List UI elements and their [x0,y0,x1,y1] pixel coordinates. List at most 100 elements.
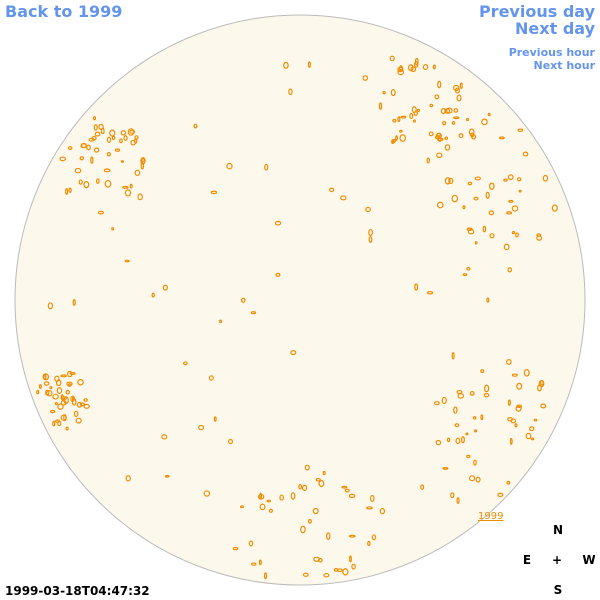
contour [59,156,66,162]
contour [481,118,488,126]
contour [511,231,516,235]
contour [379,507,386,515]
contour [389,55,395,62]
contour [114,148,121,152]
contour [507,174,514,181]
contour [511,373,518,377]
contour [100,127,105,135]
contour [57,403,64,410]
contour [88,137,95,142]
contour [65,187,69,195]
contour [414,61,419,68]
contour [134,169,141,176]
contour [344,488,350,493]
contour [467,228,475,235]
contour [537,384,542,392]
previous-hour-link[interactable]: Previous hour [509,46,596,59]
year-link[interactable]: 1999 [478,511,503,522]
contour [457,393,465,399]
contour [232,546,239,551]
contour [263,572,268,580]
contour [119,138,123,144]
contour [480,414,484,421]
contour [43,381,50,386]
contour [440,108,447,115]
contour [302,572,309,577]
contour [422,64,429,71]
back-link[interactable]: Back to 1999 [5,2,122,21]
contour [81,142,87,149]
contour [279,494,284,501]
contour [362,75,369,81]
contour [432,64,436,70]
contour [182,361,188,366]
contour [259,503,266,511]
contour [227,438,234,445]
contour [109,129,116,137]
contour [73,410,79,418]
contour [434,94,440,100]
contour [307,61,311,68]
contour [342,568,349,576]
contour [298,483,303,490]
contour [468,475,476,482]
contour [482,225,487,233]
previous-day-link[interactable]: Previous day [479,2,596,21]
contour [258,559,262,566]
contour [503,243,510,251]
contour [442,466,449,470]
contour [416,108,421,112]
contour [274,220,282,226]
contour [474,176,481,181]
contour [498,136,505,140]
contour [448,177,454,185]
contour [461,436,465,444]
contour [444,177,451,185]
contour [468,128,475,136]
contour [378,102,383,110]
contour [465,432,469,436]
contour [164,474,170,478]
contour [456,497,460,504]
contour [36,389,40,395]
contour [134,135,139,140]
contour [140,161,145,170]
contour [542,174,549,182]
contour [83,398,88,402]
contour [462,205,466,210]
contour [442,120,447,126]
contour [435,439,442,446]
contour [469,391,475,396]
contour [323,572,330,578]
contour [409,112,414,120]
contour [351,563,356,570]
contour [507,267,513,273]
contour [198,424,205,431]
contour [122,185,129,189]
contour [203,490,211,497]
contour [129,183,133,189]
contour [540,379,544,386]
next-day-link[interactable]: Next day [515,19,596,38]
contour [441,396,447,405]
contour [124,189,132,197]
contour [55,419,61,423]
contour [74,167,82,174]
contour [400,115,407,119]
contour [454,87,460,94]
contour [515,405,522,412]
contour [420,484,425,490]
next-hour-link[interactable]: Next hour [534,59,596,72]
contour [76,401,83,408]
contour [129,129,136,134]
contour [485,191,490,199]
contour [251,562,257,566]
contour [248,540,254,547]
contour [93,124,98,131]
compass-east: E [523,553,531,567]
contour [208,375,214,381]
contour [509,437,513,445]
contour [313,556,320,562]
contour [300,525,306,534]
contour [47,302,54,310]
